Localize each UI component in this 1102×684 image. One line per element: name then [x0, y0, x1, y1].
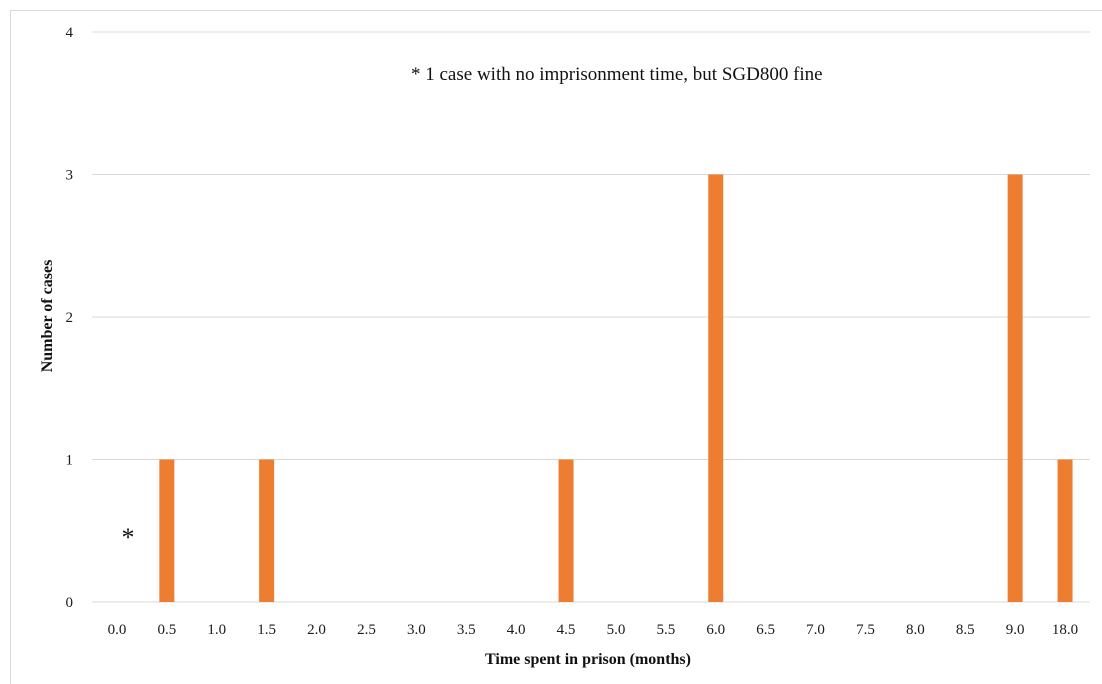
- x-tick-label: 5.5: [656, 622, 675, 638]
- y-tick-label: 3: [66, 168, 74, 184]
- chart-frame: [10, 10, 1102, 684]
- x-tick-label: 0.5: [157, 622, 176, 638]
- annotation-note: * 1 case with no imprisonment time, but …: [411, 64, 823, 85]
- bar-18.0: [1057, 459, 1073, 602]
- x-tick-label: 4.0: [507, 622, 526, 638]
- y-axis-title: Number of cases: [39, 260, 56, 373]
- x-tick-label: 7.0: [806, 622, 825, 638]
- bar-9.0: [1007, 174, 1023, 602]
- bar-6.0: [708, 174, 724, 602]
- x-tick-label: 6.0: [706, 622, 725, 638]
- x-tick-label: 2.5: [357, 622, 376, 638]
- x-tick-label: 1.0: [207, 622, 226, 638]
- x-tick-label: 5.0: [607, 622, 626, 638]
- x-tick-label: 18.0: [1052, 622, 1078, 638]
- x-tick-label: 1.5: [257, 622, 276, 638]
- x-tick-label: 9.0: [1006, 622, 1025, 638]
- y-tick-label: 1: [66, 453, 74, 469]
- y-tick-label: 0: [66, 595, 74, 611]
- y-tick-label: 2: [66, 310, 74, 326]
- x-tick-label: 8.5: [956, 622, 975, 638]
- y-tick-labels: 0 1 2 3 4: [66, 25, 74, 611]
- bars: [159, 174, 1073, 602]
- x-tick-label: 4.5: [557, 622, 576, 638]
- x-tick-label: 3.0: [407, 622, 426, 638]
- x-tick-labels: 0.0 0.5 1.0 1.5 2.0 2.5 3.0 3.5 4.0 4.5 5.0 5.5 6.0 6…: [108, 622, 1079, 638]
- bar-0.5: [159, 459, 175, 602]
- bar-4.5: [558, 459, 574, 602]
- bar-1.5: [259, 459, 275, 602]
- x-tick-label: 6.5: [756, 622, 775, 638]
- x-tick-label: 2.0: [307, 622, 326, 638]
- x-tick-label: 7.5: [856, 622, 875, 638]
- y-tick-label: 4: [66, 25, 74, 41]
- x-tick-label: 0.0: [108, 622, 127, 638]
- x-tick-label: 3.5: [457, 622, 476, 638]
- annotation-star-marker: *: [122, 523, 135, 552]
- x-tick-label: 8.0: [906, 622, 925, 638]
- gridlines: [92, 31, 1090, 603]
- x-axis-title: Time spent in prison (months): [485, 651, 691, 668]
